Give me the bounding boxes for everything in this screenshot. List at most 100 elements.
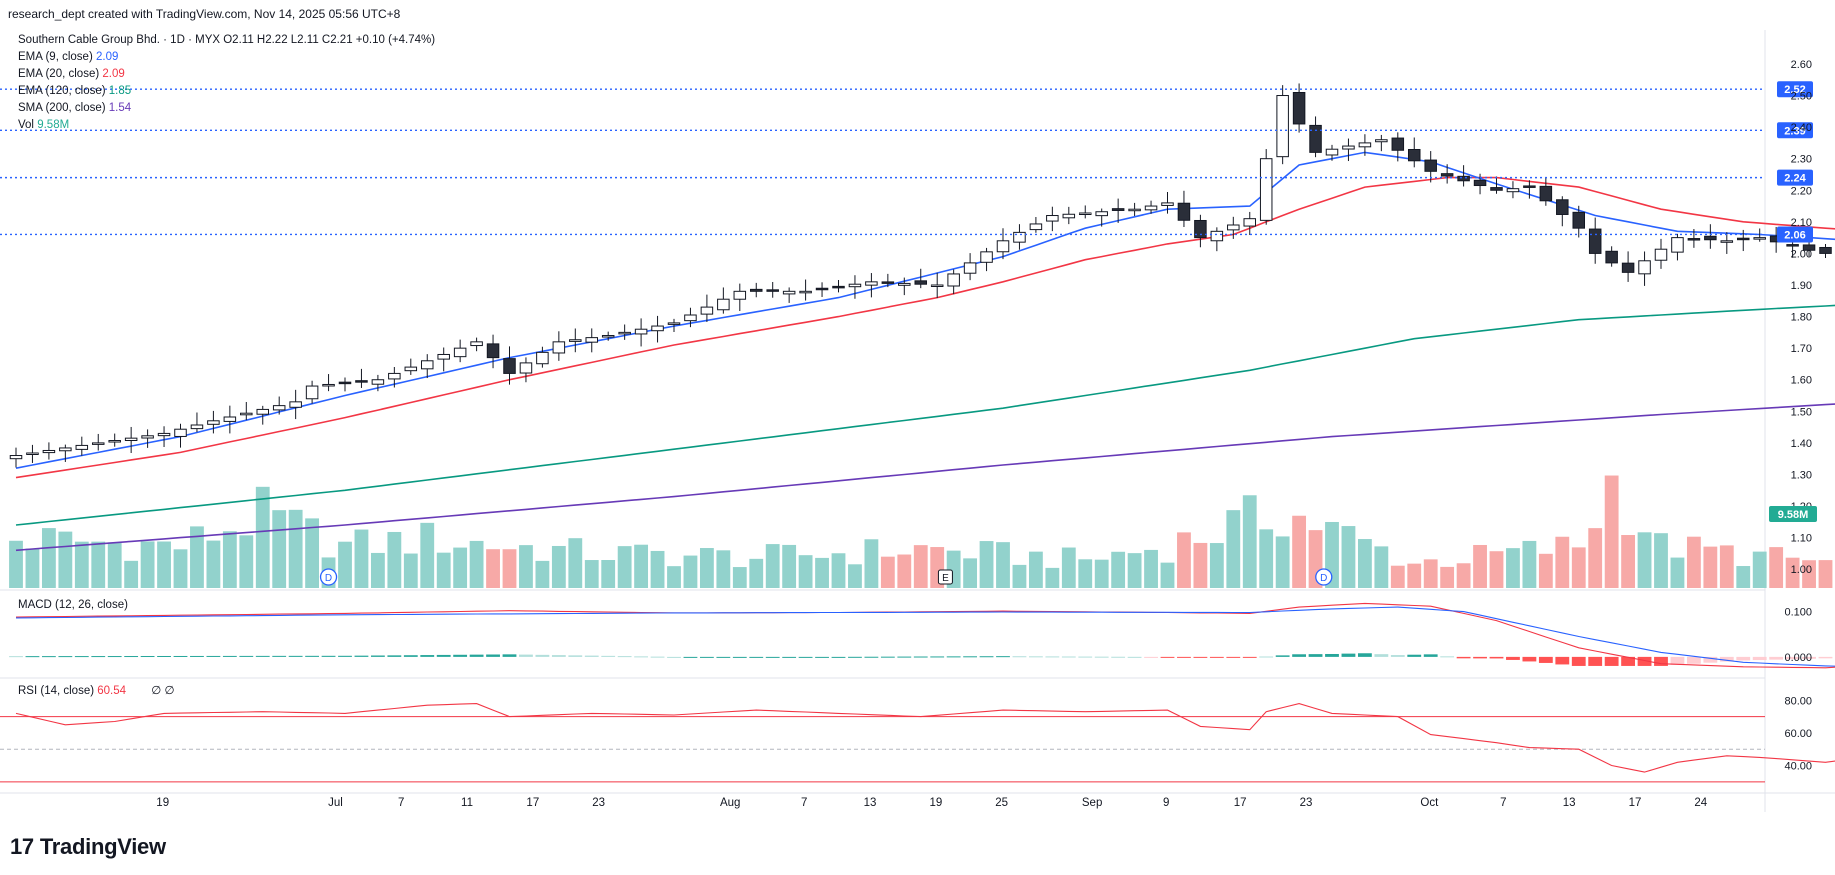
macd-histogram-bar: [1292, 654, 1307, 657]
price-tick-label: 1.30: [1791, 469, 1812, 481]
volume-bar: [749, 558, 764, 588]
symbol-legend: Southern Cable Group Bhd. · 1D · MYX O2.…: [18, 34, 436, 46]
volume-bar: [436, 552, 451, 588]
candle-body: [569, 339, 582, 342]
volume-bar: [1259, 529, 1274, 588]
volume-bar: [1621, 535, 1636, 588]
earnings-marker-label: E: [942, 573, 949, 584]
ema20-legend[interactable]: EMA (20, close) 2.09: [18, 66, 125, 83]
volume-bar: [1522, 540, 1537, 588]
volume-bar: [519, 545, 533, 588]
candle-body: [1194, 219, 1207, 239]
volume-bar: [206, 540, 221, 588]
volume-legend[interactable]: Vol 9.58M: [18, 117, 69, 134]
chart-credit: research_dept created with TradingView.c…: [8, 7, 401, 21]
macd-histogram-bar: [716, 656, 731, 658]
macd-histogram-bar: [979, 656, 994, 658]
time-tick-label: 23: [1300, 797, 1313, 809]
macd-histogram-bar: [1736, 656, 1751, 661]
macd-histogram-bar: [255, 655, 270, 657]
macd-histogram-bar: [436, 654, 451, 657]
candle-body: [256, 408, 270, 415]
ema9-value: 2.09: [95, 51, 119, 63]
volume-bar: [1390, 565, 1405, 588]
candle-body: [766, 289, 779, 292]
macd-histogram-bar: [1308, 654, 1323, 657]
sma200-legend[interactable]: SMA (200, close) 1.54: [18, 100, 131, 117]
candle-body: [272, 405, 286, 411]
volume-bar: [420, 522, 435, 588]
candle-body: [190, 424, 204, 430]
ema9-legend[interactable]: EMA (9, close) 2.09: [18, 49, 118, 66]
volume-bar: [584, 560, 599, 588]
volume-bar: [1160, 562, 1175, 588]
volume-bar: [1440, 566, 1455, 588]
volume-bar: [469, 540, 484, 588]
symbol-exchange: MYX: [195, 34, 221, 46]
macd-histogram-bar: [930, 656, 945, 658]
candle-body: [1473, 179, 1487, 187]
volume-bar: [1423, 559, 1438, 588]
candle-body: [1424, 159, 1437, 172]
level-label: 2.24: [1784, 173, 1806, 185]
macd-histogram-bar: [321, 655, 336, 657]
macd-histogram-bar: [453, 654, 468, 657]
time-tick-label: 23: [592, 797, 605, 809]
volume-bar: [963, 558, 978, 588]
macd-histogram-bar: [1473, 656, 1487, 659]
macd-histogram-bar: [1621, 656, 1636, 666]
rsi-legend[interactable]: RSI (14, close) 60.54 ∅ ∅: [18, 683, 174, 700]
level-label: 2.06: [1784, 229, 1805, 241]
macd-histogram-bar: [1127, 656, 1142, 658]
candle-body: [980, 251, 993, 263]
volume-bar: [996, 542, 1010, 588]
volume-bar: [1670, 557, 1685, 588]
candle-body: [1786, 244, 1799, 247]
dividend-marker-label: D: [1320, 573, 1327, 584]
macd-histogram-bar: [963, 656, 978, 658]
macd-histogram-bar: [1407, 654, 1422, 657]
volume-badge: [1769, 506, 1817, 522]
volume-bar: [272, 510, 287, 588]
tradingview-logo[interactable]: 17 TradingView: [10, 834, 166, 860]
time-tick-label: Oct: [1420, 797, 1439, 809]
rsi-tick-label: 60.00: [1784, 728, 1812, 740]
candle-body: [536, 351, 549, 365]
volume-bar: [650, 550, 665, 588]
macd-histogram-bar: [897, 656, 912, 658]
volume-bar: [798, 555, 813, 588]
candle-body: [1078, 212, 1092, 215]
volume-bar: [831, 553, 846, 588]
candle-body: [322, 383, 335, 387]
ema120-legend[interactable]: EMA (120, close) 1.85: [18, 83, 131, 100]
time-tick-label: 19: [929, 797, 942, 809]
candle-body: [585, 337, 599, 343]
macd-histogram-bar: [1193, 656, 1208, 658]
macd-histogram-bar: [913, 656, 928, 658]
macd-histogram-bar: [1637, 656, 1652, 666]
time-tick-label: Aug: [720, 797, 740, 809]
time-tick-label: 17: [526, 797, 539, 809]
macd-legend[interactable]: MACD (12, 26, close): [18, 597, 128, 614]
candle-body: [1013, 231, 1026, 243]
volume-bar: [1604, 475, 1619, 588]
volume-bar: [1588, 528, 1603, 588]
volume-bar: [453, 547, 468, 588]
macd-histogram-bar: [782, 656, 797, 658]
volume-bar: [1012, 564, 1027, 588]
volume-bar: [288, 509, 303, 588]
macd-histogram-bar: [338, 655, 352, 657]
macd-histogram-bar: [1357, 653, 1372, 657]
volume-bar: [765, 544, 780, 588]
rsi-value: 60.54: [97, 685, 127, 697]
volume-bar: [979, 541, 994, 588]
candle-body: [1440, 173, 1454, 177]
macd-histogram-bar: [403, 655, 418, 657]
macd-histogram-bar: [239, 655, 254, 657]
candle-body: [420, 360, 434, 370]
volume-bar: [403, 553, 418, 588]
candle-body: [1490, 187, 1503, 191]
candle-body: [1177, 202, 1191, 221]
sma200-value: 1.54: [108, 102, 132, 114]
